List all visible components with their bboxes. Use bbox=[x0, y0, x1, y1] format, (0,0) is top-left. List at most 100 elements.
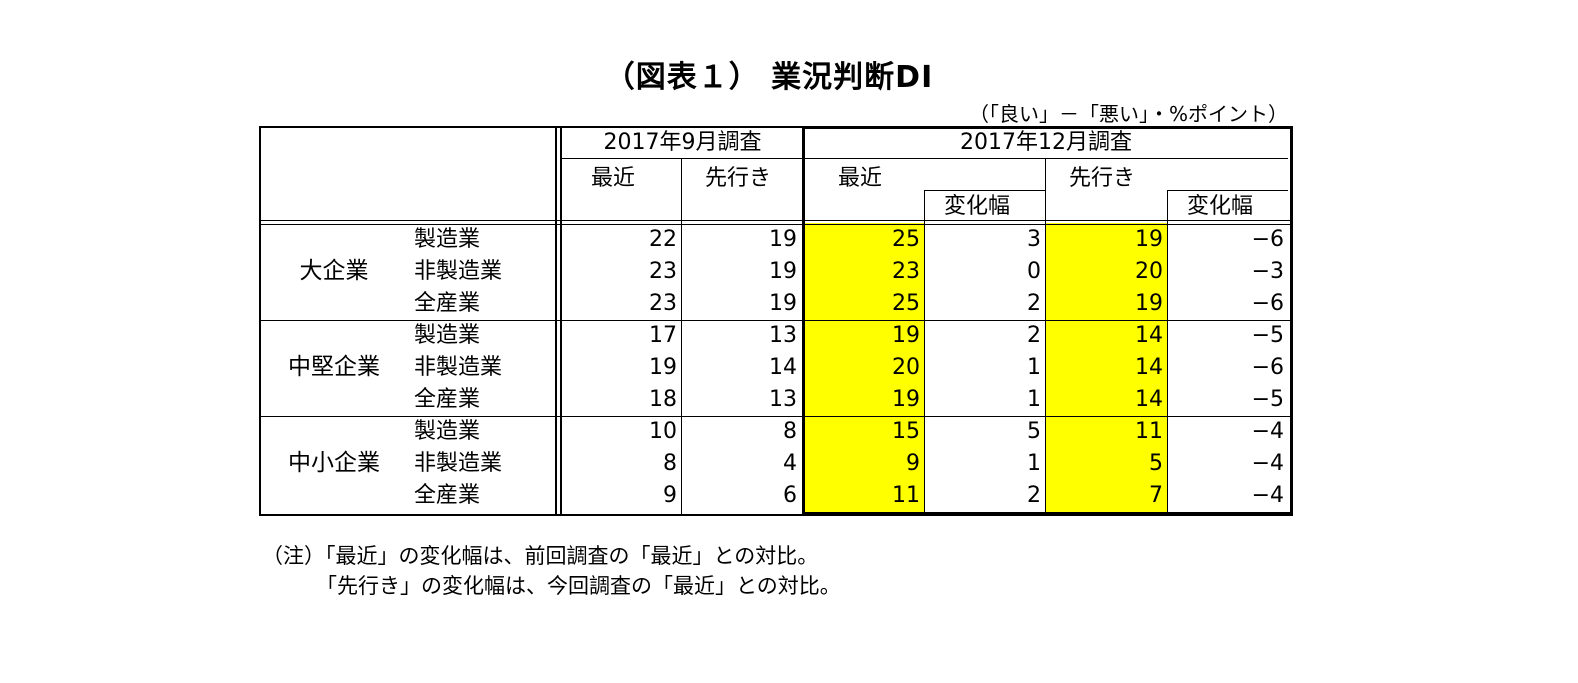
industry-label: 製造業 bbox=[414, 419, 481, 444]
value-dec-outlook: 19 bbox=[1135, 227, 1163, 252]
col-line-dec-change-2 bbox=[1167, 190, 1168, 516]
value-sep-outlook: 6 bbox=[783, 483, 797, 508]
value-dec-outlook: 14 bbox=[1135, 355, 1163, 380]
dec-box-left bbox=[802, 126, 805, 516]
value-dec-outlook-change: −6 bbox=[1251, 227, 1284, 252]
value-sep-outlook: 13 bbox=[769, 323, 797, 348]
value-sep-recent: 17 bbox=[649, 323, 677, 348]
double-line-v-1 bbox=[555, 126, 557, 516]
value-sep-outlook: 14 bbox=[769, 355, 797, 380]
header-line-change-1 bbox=[924, 190, 1045, 191]
value-sep-recent: 19 bbox=[649, 355, 677, 380]
border-bottom bbox=[259, 514, 1292, 516]
value-dec-outlook-change: −6 bbox=[1251, 291, 1284, 316]
industry-label: 非製造業 bbox=[414, 355, 503, 380]
group-separator-2 bbox=[259, 416, 1292, 417]
col-line-sep-outlook bbox=[681, 158, 682, 516]
value-dec-recent-change: 1 bbox=[1027, 387, 1041, 412]
value-dec-recent: 11 bbox=[892, 483, 920, 508]
industry-label: 製造業 bbox=[414, 323, 481, 348]
header-dec-outlook-change: 変化幅 bbox=[1187, 194, 1254, 219]
border-top bbox=[259, 126, 1292, 128]
value-sep-recent: 22 bbox=[649, 227, 677, 252]
value-dec-outlook-change: −4 bbox=[1251, 419, 1284, 444]
header-sep-recent: 最近 bbox=[591, 166, 636, 191]
industry-label: 全産業 bbox=[414, 387, 481, 412]
value-dec-outlook: 20 bbox=[1135, 259, 1163, 284]
value-dec-outlook-change: −5 bbox=[1251, 323, 1284, 348]
header-line-survey bbox=[561, 158, 1288, 159]
value-sep-recent: 18 bbox=[649, 387, 677, 412]
title-text: （図表１） 業況判断DI bbox=[604, 60, 934, 95]
value-dec-outlook-change: −6 bbox=[1251, 355, 1284, 380]
value-dec-outlook-change: −4 bbox=[1251, 451, 1284, 476]
value-sep-outlook: 19 bbox=[769, 291, 797, 316]
value-sep-recent: 8 bbox=[663, 451, 677, 476]
value-sep-recent: 10 bbox=[649, 419, 677, 444]
value-dec-recent: 23 bbox=[892, 259, 920, 284]
header-sep-outlook: 先行き bbox=[705, 166, 772, 191]
industry-label: 全産業 bbox=[414, 291, 481, 316]
value-dec-recent-change: 1 bbox=[1027, 355, 1041, 380]
value-dec-recent-change: 3 bbox=[1027, 227, 1041, 252]
header-dec-survey: 2017年12月調査 bbox=[960, 130, 1132, 155]
value-dec-recent-change: 0 bbox=[1027, 259, 1041, 284]
value-dec-outlook: 5 bbox=[1149, 451, 1163, 476]
value-dec-recent: 19 bbox=[892, 323, 920, 348]
header-dec-recent: 最近 bbox=[838, 166, 883, 191]
value-sep-outlook: 4 bbox=[783, 451, 797, 476]
value-sep-outlook: 8 bbox=[783, 419, 797, 444]
double-line-h-2 bbox=[259, 224, 1292, 225]
page-title: （図表１） 業況判断DI bbox=[0, 52, 1578, 96]
value-dec-outlook: 7 bbox=[1149, 483, 1163, 508]
header-line-change-2 bbox=[1167, 190, 1288, 191]
col-line-dec-change-1 bbox=[924, 190, 925, 516]
industry-label: 非製造業 bbox=[414, 451, 503, 476]
value-dec-outlook-change: −5 bbox=[1251, 387, 1284, 412]
value-sep-recent: 23 bbox=[649, 259, 677, 284]
value-dec-outlook: 14 bbox=[1135, 387, 1163, 412]
value-dec-outlook: 11 bbox=[1135, 419, 1163, 444]
header-dec-outlook: 先行き bbox=[1069, 166, 1136, 191]
value-dec-recent-change: 2 bbox=[1027, 323, 1041, 348]
value-sep-recent: 9 bbox=[663, 483, 677, 508]
highlight-dec-recent bbox=[804, 223, 924, 515]
dec-box-bottom bbox=[802, 512, 1290, 515]
border-right bbox=[1290, 126, 1293, 516]
double-line-v-2 bbox=[560, 126, 562, 516]
value-dec-recent: 25 bbox=[892, 227, 920, 252]
industry-label: 製造業 bbox=[414, 227, 481, 252]
value-dec-recent-change: 2 bbox=[1027, 291, 1041, 316]
value-sep-outlook: 19 bbox=[769, 227, 797, 252]
di-table: 2017年9月調査 2017年12月調査 最近 先行き 最近 変化幅 先行き 変化幅 大企業 製造… bbox=[259, 126, 1293, 516]
value-dec-recent-change: 5 bbox=[1027, 419, 1041, 444]
header-dec-recent-change: 変化幅 bbox=[944, 194, 1011, 219]
border-left bbox=[259, 126, 261, 516]
value-dec-outlook-change: −3 bbox=[1251, 259, 1284, 284]
value-dec-recent: 19 bbox=[892, 387, 920, 412]
value-dec-outlook-change: −4 bbox=[1251, 483, 1284, 508]
note-line-2: 「先行き」の変化幅は、今回調査の「最近」との対比。 bbox=[316, 574, 841, 598]
industry-label: 全産業 bbox=[414, 483, 481, 508]
header-sep-survey: 2017年9月調査 bbox=[603, 130, 762, 155]
col-line-dec-outlook bbox=[1045, 158, 1046, 516]
value-dec-outlook: 14 bbox=[1135, 323, 1163, 348]
industry-label: 非製造業 bbox=[414, 259, 503, 284]
highlight-dec-outlook bbox=[1045, 223, 1167, 515]
company-size-label: 中小企業 bbox=[288, 450, 380, 476]
value-dec-recent-change: 1 bbox=[1027, 451, 1041, 476]
company-size-label: 大企業 bbox=[299, 258, 369, 284]
value-sep-outlook: 13 bbox=[769, 387, 797, 412]
value-dec-recent: 15 bbox=[892, 419, 920, 444]
value-dec-recent-change: 2 bbox=[1027, 483, 1041, 508]
value-dec-recent: 9 bbox=[906, 451, 920, 476]
unit-label: （「良い」－「悪い」・%ポイント） bbox=[968, 102, 1288, 126]
note-line-1: （注）「最近」の変化幅は、前回調査の「最近」との対比。 bbox=[262, 544, 819, 568]
double-line-h-1 bbox=[259, 220, 1292, 221]
value-sep-recent: 23 bbox=[649, 291, 677, 316]
value-dec-recent: 20 bbox=[892, 355, 920, 380]
value-dec-recent: 25 bbox=[892, 291, 920, 316]
group-separator-1 bbox=[259, 320, 1292, 321]
company-size-label: 中堅企業 bbox=[288, 354, 380, 380]
value-dec-outlook: 19 bbox=[1135, 291, 1163, 316]
